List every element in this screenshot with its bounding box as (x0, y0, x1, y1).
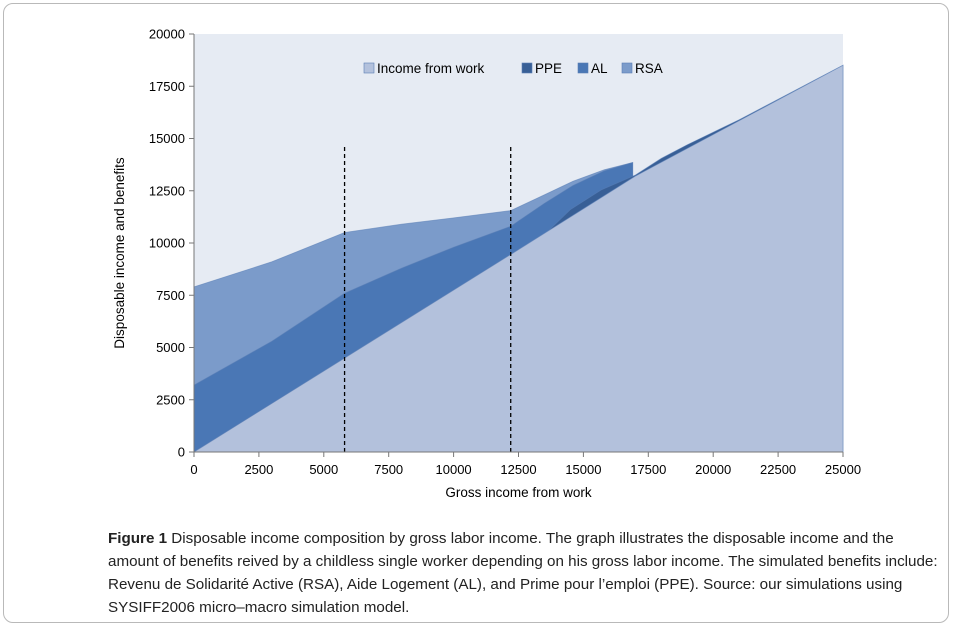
y-axis-title: Disposable income and benefits (112, 157, 127, 349)
x-tick-label: 5000 (309, 462, 338, 477)
caption-label: Figure 1 (108, 530, 168, 547)
y-tick-label: 0 (178, 445, 185, 460)
x-axis-title: Gross income from work (445, 485, 592, 500)
y-tick-label: 5000 (156, 340, 185, 355)
legend-label: PPE (535, 61, 562, 76)
figure-caption: Figure 1 Disposable income composition b… (108, 527, 938, 619)
y-tick-label: 7500 (156, 288, 185, 303)
y-tick-label: 2500 (156, 392, 185, 407)
x-tick-label: 22500 (760, 462, 796, 477)
x-tick-label: 10000 (436, 462, 472, 477)
x-tick-label: 0 (190, 462, 197, 477)
reference-lines (343, 146, 512, 452)
y-axis-ticks: 0 2500 5000 7500 10000 12500 15000 17500 20000 (149, 27, 194, 460)
y-tick-label: 10000 (149, 236, 185, 251)
y-tick-label: 15000 (149, 131, 185, 146)
x-tick-label: 15000 (565, 462, 601, 477)
legend-label: RSA (635, 61, 663, 76)
x-tick-label: 25000 (825, 462, 861, 477)
legend: Income from work PPE AL RSA (363, 61, 663, 76)
x-tick-label: 20000 (695, 462, 731, 477)
x-tick-label: 17500 (630, 462, 666, 477)
legend-swatch (363, 62, 375, 74)
legend-swatch (621, 62, 633, 74)
x-axis-ticks: 0 2500 5000 7500 10000 12500 15000 17500 20000 22… (190, 452, 861, 477)
y-tick-label: 12500 (149, 183, 185, 198)
caption-text: Disposable income composition by gross l… (108, 530, 938, 616)
x-tick-label: 12500 (500, 462, 536, 477)
legend-label: AL (591, 61, 608, 76)
legend-swatch (577, 62, 589, 74)
x-tick-label: 2500 (244, 462, 273, 477)
area-series-group (192, 64, 844, 453)
y-tick-label: 17500 (149, 79, 185, 94)
y-tick-label: 20000 (149, 27, 185, 42)
legend-swatch (521, 62, 533, 74)
chart: 0 2500 5000 7500 10000 12500 15000 17500 20000 22… (112, 27, 861, 501)
legend-label: Income from work (377, 61, 485, 76)
x-tick-label: 7500 (374, 462, 403, 477)
